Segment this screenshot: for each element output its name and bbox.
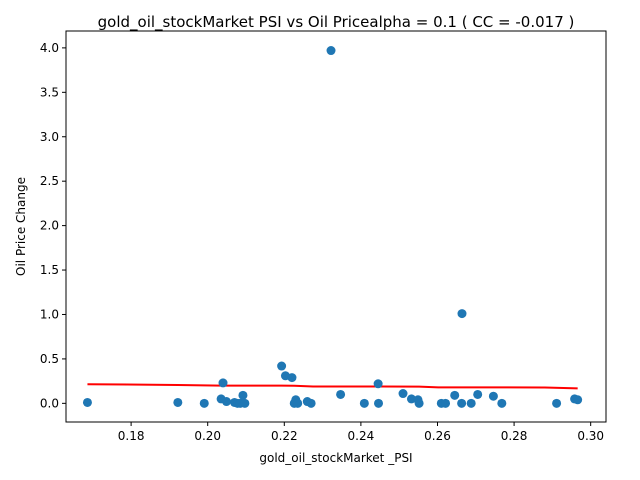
scatter-point [414,398,424,408]
scatter-point [221,397,231,407]
scatter-point [573,395,583,405]
y-axis: 0.0 0.5 1.0 1.5 2.0 2.5 3.0 3.5 4.0 [40,41,66,410]
y-tick-label: 2.5 [40,174,59,188]
scatter-point [287,373,297,383]
y-tick-label: 1.0 [40,307,59,321]
scatter-point [398,389,408,399]
scatter-point [552,398,562,408]
x-tick-label: 0.30 [577,429,604,443]
fit-line-layer [87,383,578,390]
plot-frame [65,30,607,423]
scatter-point [473,389,483,399]
scatter-point [450,390,460,400]
scatter-point [457,398,467,408]
x-tick-label: 0.24 [348,429,375,443]
scatter-point [466,398,476,408]
x-tick-label: 0.22 [271,429,298,443]
points-layer [82,46,583,408]
scatter-point [497,398,507,408]
y-tick-label: 3.5 [40,85,59,99]
x-axis: 0.18 0.20 0.22 0.24 0.26 0.28 0.30 [118,422,604,443]
scatter-point [218,378,228,388]
scatter-point [457,309,467,319]
y-tick-label: 4.0 [40,41,59,55]
scatter-point [488,391,498,401]
scatter-point [441,398,451,408]
scatter-point [373,379,383,389]
y-tick-label: 0.5 [40,352,59,366]
x-tick-label: 0.26 [424,429,451,443]
scatter-point [277,361,287,371]
y-tick-label: 2.0 [40,219,59,233]
y-tick-label: 3.0 [40,130,59,144]
scatter-point [82,397,92,407]
scatter-point [173,397,183,407]
scatter-point [306,398,316,408]
x-tick-label: 0.20 [194,429,221,443]
plot-area [65,30,607,423]
scatter-point [293,398,303,408]
scatter-point [336,389,346,399]
scatter-point [199,398,209,408]
scatter-point [359,398,369,408]
regression-line [87,383,578,390]
y-axis-label: Oil Price Change [14,177,28,276]
scatter-point [374,398,384,408]
scatter-point [240,398,250,408]
x-tick-label: 0.28 [501,429,528,443]
x-axis-label: gold_oil_stockMarket _PSI [259,451,412,465]
scatter-point [238,390,248,400]
y-tick-label: 1.5 [40,263,59,277]
x-tick-label: 0.18 [118,429,145,443]
y-tick-label: 0.0 [40,396,59,410]
chart-title: gold_oil_stockMarket PSI vs Oil Pricealp… [98,13,575,32]
scatter-point [326,46,336,56]
